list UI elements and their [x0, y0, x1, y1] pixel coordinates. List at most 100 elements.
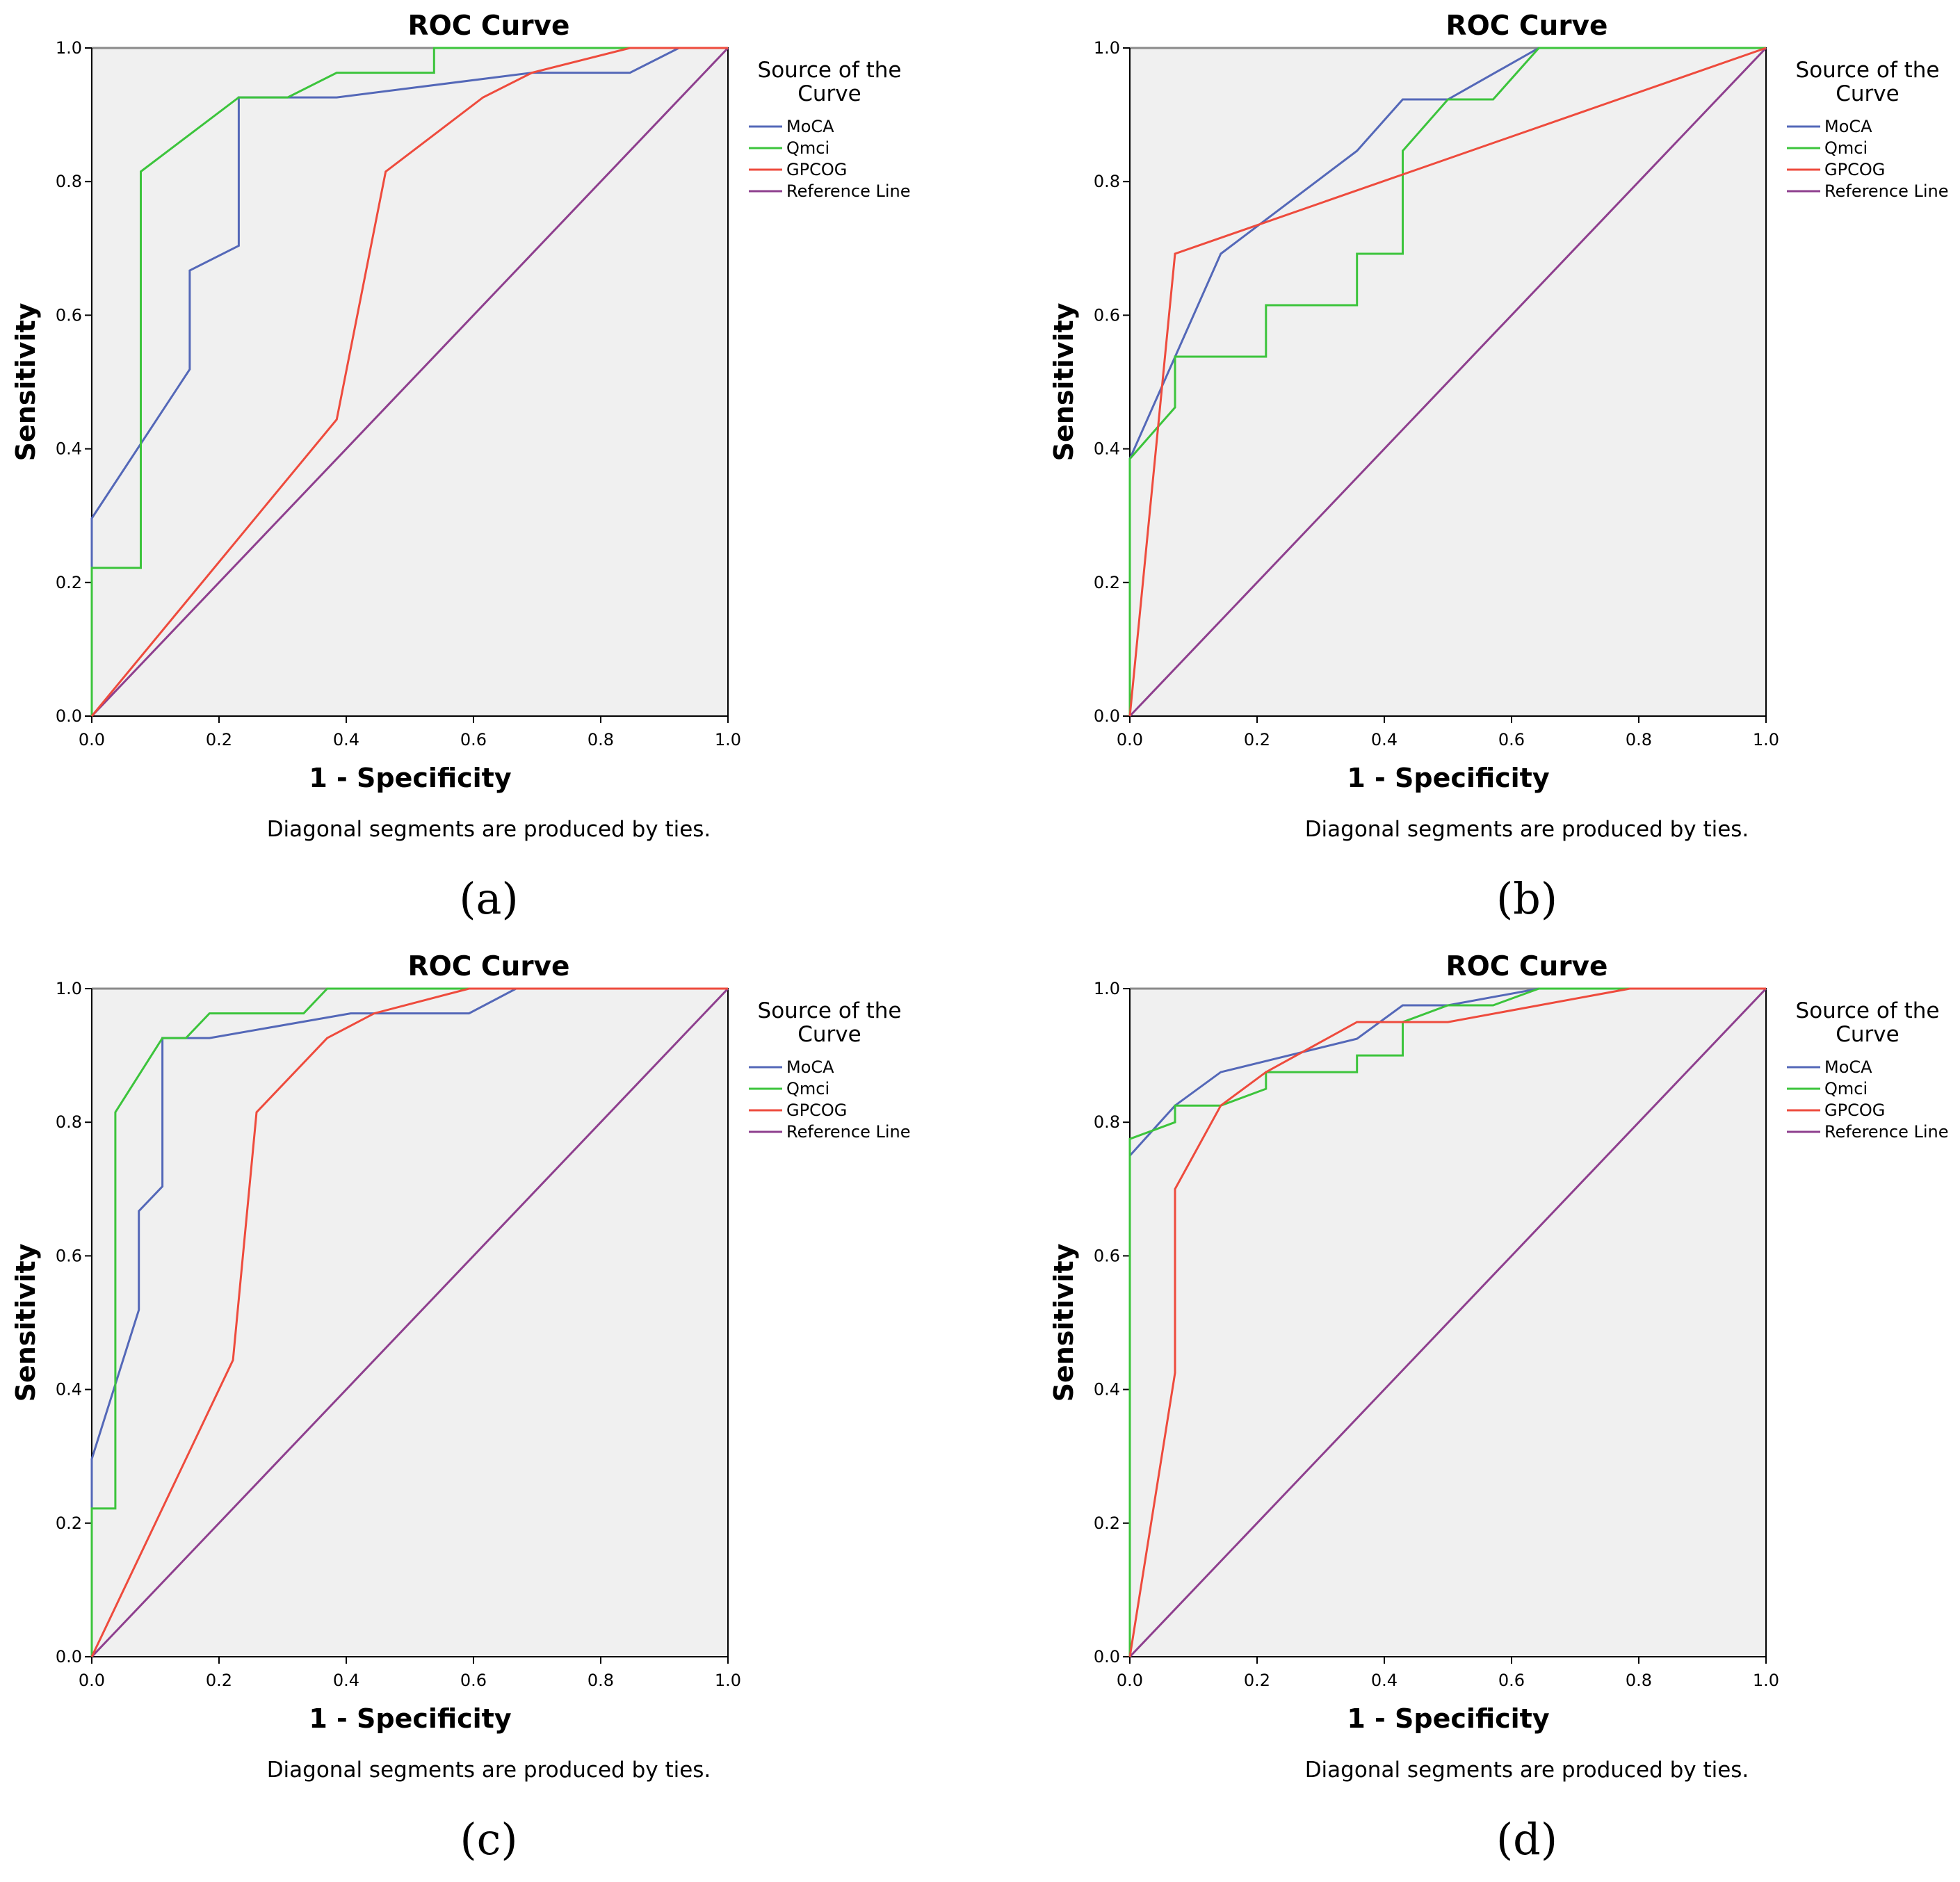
y-tick-label: 0.4 [56, 439, 82, 459]
y-tick-label: 0.0 [56, 706, 82, 726]
y-tick-label: 0.2 [56, 573, 82, 592]
x-axis-title: 1 - Specificity [1347, 763, 1549, 793]
series-line-qmci [1128, 47, 1766, 716]
chart-title: ROC Curve [408, 10, 570, 42]
chart-panel-b: ROC Curve 0.0 0.2 0.4 0.6 0.8 1.0 0.0 0.2 0.4 0.6 0… [1048, 10, 1949, 924]
x-tick-label: 0.0 [1117, 730, 1143, 749]
x-tick-label: 0.0 [1117, 1671, 1143, 1690]
series-line-reference-line [90, 47, 729, 717]
x-tick-label: 0.2 [1244, 1671, 1270, 1690]
y-tick-label: 0.0 [56, 1647, 82, 1666]
y-tick-label: 0.6 [56, 305, 82, 325]
legend-label-gpcog: GPCOG [786, 1101, 847, 1120]
x-tick-label: 1.0 [1753, 730, 1779, 749]
y-tick-label: 0.8 [1094, 172, 1120, 191]
x-tick-label: 0.8 [588, 1671, 614, 1690]
y-tick-label: 1.0 [1094, 979, 1120, 998]
x-tick-label: 1.0 [715, 1671, 741, 1690]
legend-label-reference-line: Reference Line [1824, 181, 1949, 201]
y-tick-label: 0.2 [56, 1514, 82, 1533]
series-line-qmci [90, 47, 728, 716]
chart-title: ROC Curve [1446, 10, 1608, 42]
series-line-gpcog [1128, 987, 1766, 1657]
legend-label-moca: MoCA [786, 1057, 834, 1077]
x-tick-label: 0.0 [79, 1671, 105, 1690]
x-axis-title: 1 - Specificity [1347, 1703, 1549, 1734]
x-tick-label: 1.0 [1753, 1671, 1779, 1690]
x-tick-label: 0.0 [79, 730, 105, 749]
chart-panel-c: ROC Curve 0.0 0.2 0.4 0.6 0.8 1.0 0.0 0.2 0.4 0.6 0… [10, 951, 911, 1865]
y-tick-label: 0.0 [1094, 1647, 1120, 1666]
x-tick-label: 0.4 [333, 1671, 359, 1690]
y-tick-label: 1.0 [1094, 38, 1120, 58]
series-line-qmci [90, 987, 728, 1657]
legend-label-reference-line: Reference Line [786, 1122, 911, 1142]
legend-label-reference-line: Reference Line [786, 181, 911, 201]
legend-label-qmci: Qmci [1824, 138, 1868, 158]
panel-label: (d) [1496, 1814, 1557, 1865]
legend-label-qmci: Qmci [786, 1079, 829, 1098]
chart-panel-a: ROC Curve 0.0 0.2 0.4 0.6 0.8 1.0 0.0 0.2 0.4 0.6 0… [10, 10, 911, 924]
legend-label-qmci: Qmci [1824, 1079, 1868, 1098]
x-tick-label: 1.0 [715, 730, 741, 749]
x-tick-label: 0.4 [1371, 730, 1398, 749]
y-tick-label: 0.4 [1094, 439, 1120, 459]
legend-title: Source of the Curve [758, 998, 902, 1047]
legend-label-moca: MoCA [1824, 1057, 1872, 1077]
chart-title: ROC Curve [408, 951, 570, 982]
y-axis-title: Sensitivity [1048, 302, 1079, 461]
y-tick-label: 0.6 [1094, 1246, 1120, 1265]
panel-label: (a) [459, 873, 518, 924]
y-axis-title: Sensitivity [1048, 1243, 1079, 1402]
x-tick-label: 0.6 [1498, 1671, 1525, 1690]
y-axis-title: Sensitivity [10, 1243, 41, 1402]
x-tick-label: 0.2 [206, 730, 232, 749]
series-line-gpcog [1128, 47, 1767, 717]
y-tick-label: 1.0 [56, 38, 82, 58]
y-tick-label: 0.8 [56, 1112, 82, 1132]
y-axis-title: Sensitivity [10, 302, 41, 461]
x-tick-label: 0.4 [333, 730, 359, 749]
x-tick-label: 0.6 [460, 730, 487, 749]
legend-title: Source of the Curve [1796, 998, 1940, 1047]
x-tick-label: 0.4 [1371, 1671, 1398, 1690]
chart-footnote: Diagonal segments are produced by ties. [267, 817, 711, 842]
x-tick-label: 0.8 [588, 730, 614, 749]
legend-title: Source of the Curve [758, 58, 902, 106]
x-tick-label: 0.2 [206, 1671, 232, 1690]
series-line-gpcog [90, 47, 728, 717]
panel-label: (c) [460, 1814, 517, 1865]
legend-label-reference-line: Reference Line [1824, 1122, 1949, 1142]
chart-footnote: Diagonal segments are produced by ties. [1305, 1758, 1749, 1783]
chart-title: ROC Curve [1446, 951, 1608, 982]
series-line-moca [1128, 47, 1766, 716]
x-axis-title: 1 - Specificity [309, 763, 511, 793]
x-tick-label: 0.8 [1626, 1671, 1652, 1690]
y-tick-label: 0.8 [1094, 1112, 1120, 1132]
x-tick-label: 0.2 [1244, 730, 1270, 749]
legend-label-gpcog: GPCOG [1824, 160, 1885, 179]
x-tick-label: 0.6 [460, 1671, 487, 1690]
y-tick-label: 0.2 [1094, 573, 1120, 592]
y-tick-label: 0.6 [1094, 305, 1120, 325]
y-tick-label: 0.4 [1094, 1380, 1120, 1400]
panel-label: (b) [1496, 873, 1557, 924]
y-tick-label: 0.2 [1094, 1514, 1120, 1533]
chart-footnote: Diagonal segments are produced by ties. [267, 1758, 711, 1783]
legend-label-gpcog: GPCOG [1824, 1101, 1885, 1120]
x-tick-label: 0.6 [1498, 730, 1525, 749]
chart-footnote: Diagonal segments are produced by ties. [1305, 817, 1749, 842]
series-line-qmci [1128, 987, 1766, 1657]
chart-panel-d: ROC Curve 0.0 0.2 0.4 0.6 0.8 1.0 0.0 0.2 0.4 0.6 0… [1048, 951, 1949, 1865]
series-line-reference-line [1128, 47, 1767, 717]
x-axis-title: 1 - Specificity [309, 1703, 511, 1734]
y-tick-label: 0.8 [56, 172, 82, 191]
series-line-moca [1128, 987, 1766, 1657]
y-tick-label: 0.6 [56, 1246, 82, 1265]
y-tick-label: 0.0 [1094, 706, 1120, 726]
series-line-reference-line [90, 987, 729, 1658]
legend-title: Source of the Curve [1796, 58, 1940, 106]
legend-label-moca: MoCA [786, 117, 834, 136]
series-line-reference-line [1128, 987, 1767, 1658]
